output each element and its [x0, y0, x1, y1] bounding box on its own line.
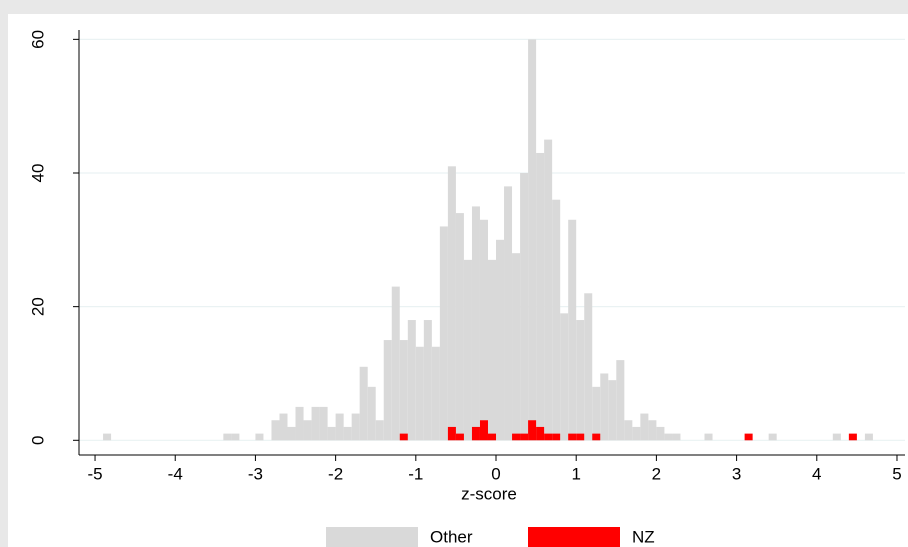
bar	[375, 420, 384, 441]
bar	[271, 420, 280, 441]
x-tick-label: -3	[248, 464, 263, 483]
bar	[399, 433, 408, 441]
x-tick-label: 5	[892, 464, 901, 483]
bar	[600, 373, 609, 441]
bar	[584, 293, 593, 441]
bar	[359, 366, 368, 441]
x-tick-label: -5	[87, 464, 102, 483]
y-tick-label: 60	[28, 30, 47, 49]
bar	[479, 420, 488, 441]
bar	[744, 433, 753, 441]
bar	[552, 199, 561, 441]
bar	[576, 320, 585, 441]
y-tick-label: 20	[28, 297, 47, 316]
x-axis-label: z-score	[461, 484, 517, 503]
bar	[536, 152, 545, 441]
bar	[576, 433, 585, 441]
bar	[768, 433, 777, 441]
bar	[415, 346, 424, 441]
bar	[592, 386, 601, 441]
y-tick-label: 0	[28, 436, 47, 445]
bar	[544, 433, 553, 441]
bar	[327, 426, 336, 441]
bar	[295, 406, 304, 441]
bar	[383, 340, 392, 441]
bar	[520, 173, 529, 441]
bar	[616, 360, 625, 441]
bar	[343, 426, 352, 441]
bar	[455, 433, 464, 441]
bar	[864, 433, 873, 441]
bar	[568, 219, 577, 441]
bar	[455, 213, 464, 441]
bar	[512, 433, 521, 441]
bar	[351, 413, 360, 441]
bar	[447, 426, 456, 441]
x-tick-label: -1	[408, 464, 423, 483]
legend-label: NZ	[632, 527, 655, 546]
bar	[848, 433, 857, 441]
bar	[439, 226, 448, 441]
bar	[399, 340, 408, 441]
x-tick-label: -4	[168, 464, 183, 483]
bar	[391, 286, 400, 441]
bar	[471, 206, 480, 441]
y-tick-label: 40	[28, 164, 47, 183]
bar	[311, 406, 320, 441]
bar	[447, 166, 456, 441]
bar	[640, 413, 649, 441]
bar	[832, 433, 841, 441]
bar	[536, 426, 545, 441]
bar	[496, 239, 505, 441]
legend-label: Other	[430, 527, 473, 546]
bar	[303, 420, 312, 441]
bar	[560, 313, 569, 441]
bar	[223, 433, 232, 441]
bar	[608, 380, 617, 441]
bar	[568, 433, 577, 441]
bar	[319, 406, 328, 441]
bar	[279, 413, 288, 441]
bar	[407, 320, 416, 441]
bar	[487, 259, 497, 441]
x-tick-label: 3	[732, 464, 741, 483]
x-tick-label: 4	[812, 464, 821, 483]
bar	[624, 420, 633, 441]
bar	[552, 433, 561, 441]
bar	[231, 433, 240, 441]
bar	[648, 420, 657, 441]
bar	[335, 413, 344, 441]
bar	[463, 259, 472, 441]
bar	[103, 433, 112, 441]
bar	[487, 433, 497, 441]
x-tick-label: -2	[328, 464, 343, 483]
bar	[704, 433, 713, 441]
x-tick-label: 0	[491, 464, 500, 483]
bar	[479, 219, 488, 441]
bar	[632, 426, 641, 441]
x-tick-label: 1	[571, 464, 580, 483]
bar	[528, 420, 537, 441]
bar	[528, 39, 537, 441]
bar	[656, 426, 665, 441]
legend-swatch	[528, 527, 620, 547]
bar	[423, 320, 432, 441]
bar	[287, 426, 296, 441]
legend-swatch	[326, 527, 418, 547]
bar	[520, 433, 529, 441]
bar	[471, 426, 480, 441]
bar	[255, 433, 264, 441]
bar	[664, 433, 673, 441]
bar	[512, 253, 521, 441]
bar	[504, 186, 513, 441]
bar	[367, 386, 376, 441]
bar	[592, 433, 601, 441]
bar	[672, 433, 681, 441]
bar	[544, 139, 553, 441]
x-tick-label: 2	[652, 464, 661, 483]
bar	[431, 346, 440, 441]
